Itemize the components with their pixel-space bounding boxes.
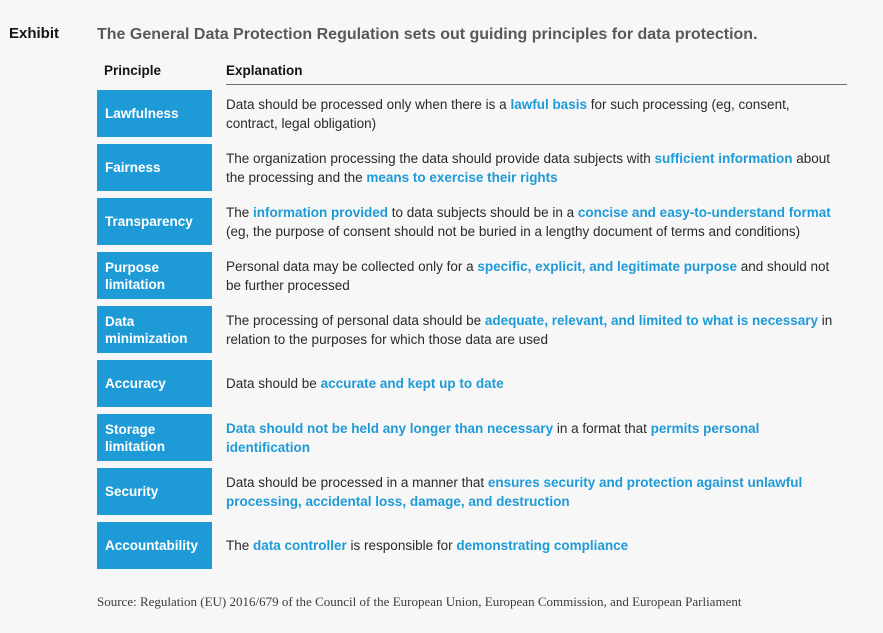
- principle-cell: Purpose limitation: [97, 252, 212, 299]
- highlighted-term: sufficient information: [654, 150, 793, 166]
- page-title: The General Data Protection Regulation s…: [97, 26, 758, 43]
- table-row: Accountability The data controller is res…: [97, 522, 847, 569]
- explanation-segment: The: [226, 538, 254, 553]
- column-header-explanation: Explanation: [226, 63, 847, 85]
- principle-cell: Transparency: [97, 198, 212, 245]
- principle-cell: Storage limitation: [97, 414, 212, 461]
- principle-label: Data minimization: [105, 313, 188, 346]
- highlighted-term: demonstrating compliance: [456, 538, 629, 553]
- principle-cell: Accuracy: [97, 360, 212, 407]
- explanation-text: The data controller is responsible for d…: [226, 536, 628, 555]
- explanation-text: The processing of personal data should b…: [226, 311, 840, 349]
- exhibit-content: The General Data Protection Regulation s…: [97, 25, 847, 610]
- explanation-cell: The information provided to data subject…: [226, 198, 847, 245]
- explanation-text: The information provided to data subject…: [226, 203, 840, 241]
- exhibit-label: Exhibit: [9, 25, 60, 42]
- principle-cell: Data minimization: [97, 306, 212, 353]
- highlighted-term: accurate and kept up to date: [320, 376, 504, 391]
- explanation-segment: Data should be processed in a manner tha…: [226, 474, 488, 490]
- explanation-cell: Data should be processed only when there…: [226, 90, 847, 137]
- principle-label: Storage limitation: [105, 421, 165, 454]
- explanation-segment: (eg, the purpose of consent should not b…: [226, 223, 801, 239]
- principle-label: Purpose limitation: [105, 259, 165, 292]
- table-row: Security Data should be processed in a ma…: [97, 468, 847, 515]
- explanation-segment: in a format that: [553, 420, 651, 436]
- explanation-cell: The processing of personal data should b…: [226, 306, 847, 353]
- principle-label: Lawfulness: [105, 106, 179, 121]
- explanation-cell: Data should not be held any longer than …: [226, 414, 847, 461]
- table-row: Data minimization The processing of perso…: [97, 306, 847, 353]
- principle-label: Transparency: [105, 214, 193, 229]
- principle-label: Accuracy: [105, 376, 166, 391]
- explanation-cell: The organization processing the data sho…: [226, 144, 847, 191]
- explanation-segment: about the processing and the: [226, 150, 831, 185]
- principle-cell: Lawfulness: [97, 90, 212, 137]
- highlighted-term: permits personal identification: [226, 420, 760, 455]
- table-row: Fairness The organization processing the …: [97, 144, 847, 191]
- highlighted-term: Data should not be held any longer than …: [226, 420, 554, 436]
- explanation-cell: Data should be processed in a manner tha…: [226, 468, 847, 515]
- explanation-cell: Data should be accurate and kept up to d…: [226, 360, 847, 407]
- explanation-cell: Personal data may be collected only for …: [226, 252, 847, 299]
- explanation-segment: in relation to the purposes for which th…: [226, 312, 833, 347]
- explanation-text: Data should not be held any longer than …: [226, 419, 840, 457]
- principle-label: Accountability: [105, 538, 199, 553]
- source-note: Source: Regulation (EU) 2016/679 of the …: [97, 594, 742, 609]
- column-header-principle: Principle: [104, 63, 162, 78]
- highlighted-term: adequate, relevant, and limited to what …: [484, 312, 819, 328]
- table-row: Transparency The information provided to …: [97, 198, 847, 245]
- highlighted-term: specific, explicit, and legitimate purpo…: [477, 258, 737, 274]
- table-row: Storage limitation Data should not be hel…: [97, 414, 847, 461]
- table-row: Purpose limitation Personal data may be c…: [97, 252, 847, 299]
- explanation-segment: Data should be processed only when there…: [226, 96, 511, 112]
- explanation-segment: Data should be: [226, 376, 321, 391]
- highlighted-term: ensures security and protection against …: [226, 474, 803, 509]
- highlighted-term: means to exercise their rights: [366, 169, 558, 185]
- explanation-segment: The processing of personal data should b…: [226, 312, 485, 328]
- highlighted-term: lawful basis: [510, 96, 587, 112]
- highlighted-term: information provided: [253, 204, 389, 220]
- explanation-segment: Personal data may be collected only for …: [226, 258, 478, 274]
- explanation-segment: to data subjects should be in a: [388, 204, 578, 220]
- principles-table-body: Lawfulness Data should be processed only …: [97, 90, 847, 569]
- explanation-text: The organization processing the data sho…: [226, 149, 840, 187]
- principle-cell: Accountability: [97, 522, 212, 569]
- table-header-row: Principle Explanation: [97, 63, 847, 85]
- explanation-segment: and should not be further processed: [226, 258, 830, 293]
- table-row: Lawfulness Data should be processed only …: [97, 90, 847, 137]
- explanation-segment: for such processing (eg, consent, contra…: [226, 96, 790, 131]
- principle-cell: Security: [97, 468, 212, 515]
- explanation-segment: The: [226, 204, 254, 220]
- principle-label: Fairness: [105, 160, 161, 175]
- explanation-text: Personal data may be collected only for …: [226, 257, 840, 295]
- explanation-text: Data should be processed only when there…: [226, 95, 840, 133]
- principle-label: Security: [105, 484, 159, 499]
- explanation-segment: The organization processing the data sho…: [226, 150, 655, 166]
- highlighted-term: data controller: [253, 538, 347, 553]
- principle-cell: Fairness: [97, 144, 212, 191]
- principles-table: Principle Explanation Lawfulness Data sho…: [97, 63, 847, 569]
- explanation-text: Data should be accurate and kept up to d…: [226, 374, 504, 393]
- explanation-text: Data should be processed in a manner tha…: [226, 473, 840, 511]
- explanation-segment: is responsible for: [346, 538, 457, 553]
- highlighted-term: concise and easy-to-understand format: [577, 204, 831, 220]
- table-row: Accuracy Data should be accurate and kept…: [97, 360, 847, 407]
- explanation-cell: The data controller is responsible for d…: [226, 522, 847, 569]
